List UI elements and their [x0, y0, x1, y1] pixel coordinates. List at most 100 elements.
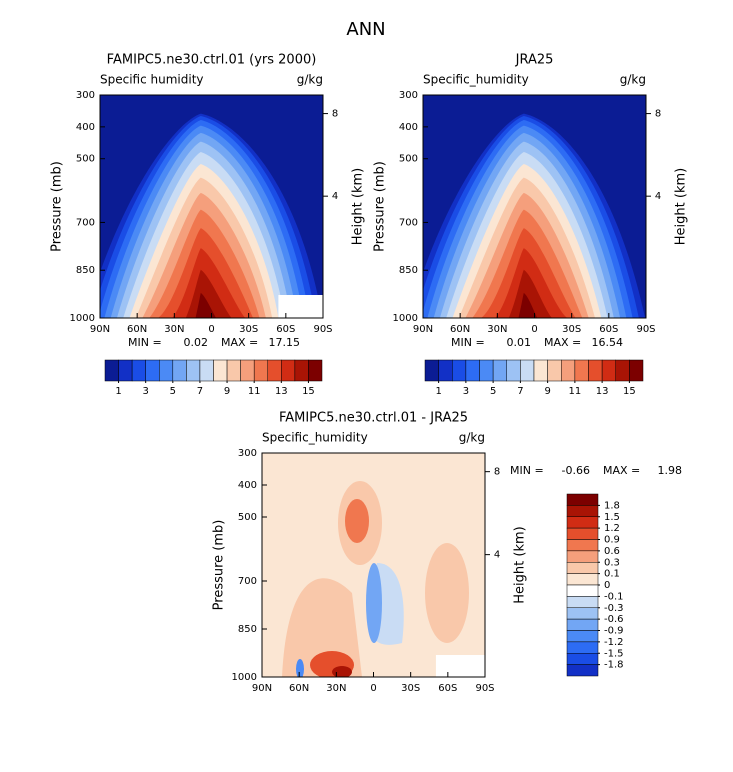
- x-tick-label: 30N: [487, 324, 507, 335]
- colorbar-swatch: [574, 359, 589, 382]
- y2-axis-label: Height (km): [674, 168, 689, 245]
- y-tick-label: 400: [76, 122, 95, 133]
- min-value: 0.01: [507, 336, 532, 349]
- x-tick-label: 90N: [413, 324, 433, 335]
- y2-axis-label: Height (km): [351, 168, 366, 245]
- colorbar-swatch: [566, 607, 599, 620]
- x-tick-label: 90S: [313, 324, 332, 335]
- x-tick-label: 90N: [252, 683, 272, 694]
- y2-tick-label: 8: [655, 109, 661, 120]
- max-value: 1.98: [658, 464, 683, 477]
- colorbar-label: 0.6: [604, 546, 620, 557]
- colorbar-swatch: [465, 359, 480, 382]
- panel-title: FAMIPC5.ne30.ctrl.01 - JRA25: [279, 411, 468, 426]
- x-tick-label: 30N: [326, 683, 346, 694]
- max-value: 17.15: [269, 336, 301, 349]
- contour-band: [345, 499, 369, 543]
- colorbar-swatch: [629, 359, 644, 382]
- max-label: MAX =: [221, 336, 258, 349]
- y-tick-label: 850: [238, 624, 257, 635]
- y-tick-label: 400: [238, 480, 257, 491]
- min-label: MIN =: [510, 464, 544, 477]
- colorbar-swatch: [240, 359, 255, 382]
- panel-subtitle: Specific humidity: [100, 73, 204, 87]
- colorbar-swatch: [199, 359, 214, 382]
- y-tick-label: 400: [399, 122, 418, 133]
- colorbar-label: 0.3: [604, 557, 620, 568]
- x-tick-label: 60S: [438, 683, 457, 694]
- colorbar-swatch: [520, 359, 535, 382]
- colorbar-label: 1.8: [604, 500, 620, 511]
- y2-tick-label: 8: [332, 109, 338, 120]
- colorbar-label: 9: [224, 386, 230, 397]
- colorbar-swatch: [172, 359, 187, 382]
- colorbar-label: 1: [435, 386, 441, 397]
- contour-band: [296, 659, 304, 677]
- colorbar-label: 1.2: [604, 523, 620, 534]
- max-label: MAX =: [544, 336, 581, 349]
- panel-units: g/kg: [297, 73, 323, 87]
- colorbar-label: 0: [604, 580, 610, 591]
- colorbar-swatch: [281, 359, 296, 382]
- colorbar-swatch: [145, 359, 160, 382]
- field: [423, 95, 646, 318]
- colorbar-swatch: [104, 359, 119, 382]
- y2-tick-label: 4: [332, 191, 338, 202]
- x-tick-label: 30S: [239, 324, 258, 335]
- contour-band: [282, 578, 362, 677]
- x-tick-label: 90S: [475, 683, 494, 694]
- colorbar-swatch: [566, 527, 599, 540]
- colorbar-label: -0.9: [604, 626, 624, 637]
- colorbar-swatch: [566, 505, 599, 517]
- colorbar-swatch: [566, 539, 599, 552]
- x-tick-label: 0: [370, 683, 376, 694]
- y-axis-label: Pressure (mb): [373, 161, 388, 252]
- y-tick-label: 700: [76, 217, 95, 228]
- colorbar-swatch: [159, 359, 174, 382]
- y-tick-label: 1000: [232, 672, 257, 683]
- colorbar-swatch: [566, 596, 599, 608]
- colorbar-swatch: [566, 493, 599, 506]
- colorbar-label: -1.2: [604, 637, 624, 648]
- colorbar-swatch: [561, 359, 576, 382]
- colorbar-swatch: [267, 359, 282, 382]
- colorbar-swatch: [294, 359, 309, 382]
- colorbar-swatch: [566, 573, 599, 586]
- y-tick-label: 700: [238, 576, 257, 587]
- colorbar-swatch: [615, 359, 630, 382]
- missing: [278, 295, 323, 318]
- colorbar-swatch: [566, 664, 599, 677]
- colorbar-swatch: [506, 359, 521, 382]
- colorbar-swatch: [253, 359, 268, 382]
- colorbar-label: 3: [463, 386, 469, 397]
- field: [100, 95, 323, 318]
- y2-tick-label: 8: [494, 467, 500, 478]
- x-tick-label: 90N: [90, 324, 110, 335]
- panel-subtitle: Specific_humidity: [262, 431, 368, 445]
- colorbar-label: 15: [302, 386, 315, 397]
- colorbar-label: -0.3: [604, 603, 624, 614]
- min-value: -0.66: [562, 464, 590, 477]
- x-tick-label: 60S: [276, 324, 295, 335]
- colorbar-swatch: [533, 359, 548, 382]
- contour-band: [518, 292, 538, 318]
- colorbar-label: -1.5: [604, 648, 624, 659]
- colorbar-label: 5: [490, 386, 496, 397]
- y-tick-label: 1000: [393, 313, 418, 324]
- colorbar-swatch: [547, 359, 562, 382]
- colorbar-swatch: [186, 359, 201, 382]
- y-tick-label: 500: [238, 512, 257, 523]
- colorbar-label: -0.1: [604, 591, 624, 602]
- field: [262, 453, 485, 677]
- colorbar-label: 7: [517, 386, 523, 397]
- colorbar-swatch: [118, 359, 133, 382]
- colorbar-label: 13: [596, 386, 609, 397]
- y2-tick-label: 4: [494, 550, 500, 561]
- contour-band: [185, 269, 232, 318]
- y-tick-label: 500: [76, 154, 95, 165]
- colorbar-swatch: [566, 630, 599, 643]
- colorbar-swatch: [566, 562, 599, 574]
- min-label: MIN =: [128, 336, 162, 349]
- colorbar-label: -1.8: [604, 660, 624, 671]
